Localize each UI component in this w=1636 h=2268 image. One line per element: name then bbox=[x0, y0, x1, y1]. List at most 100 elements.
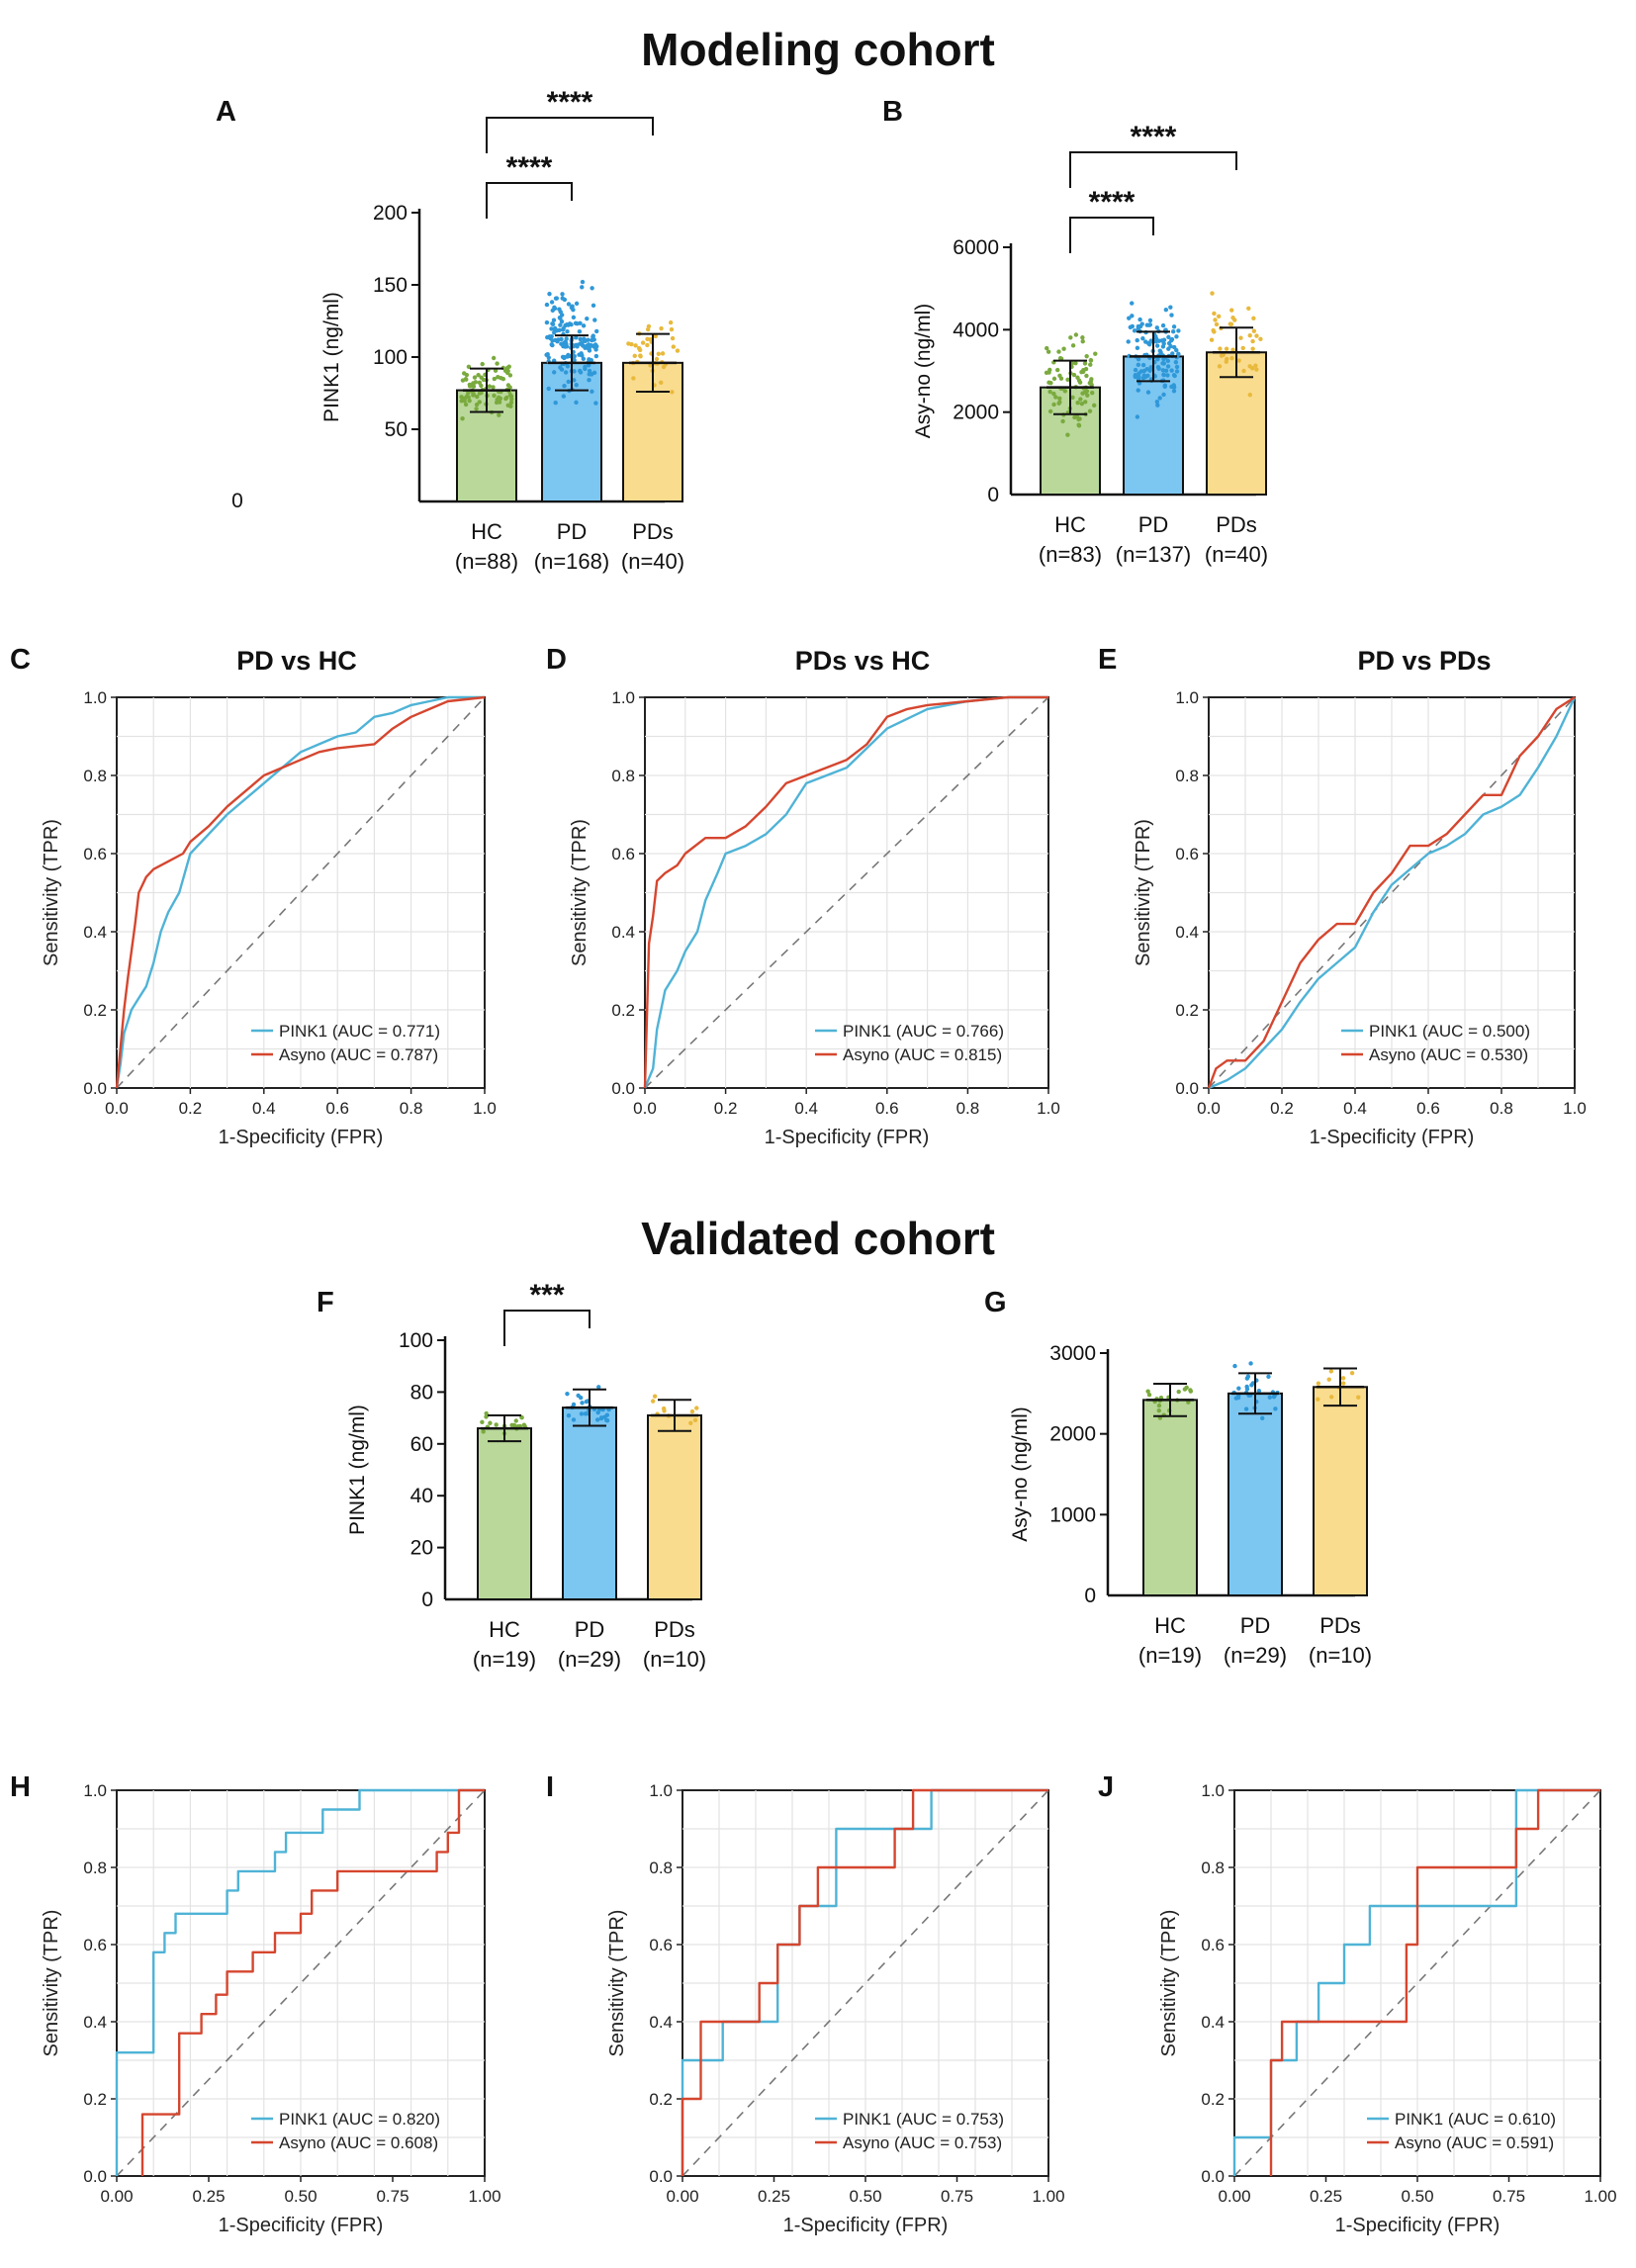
data-point bbox=[1084, 353, 1089, 359]
data-point bbox=[594, 328, 599, 334]
data-point bbox=[1160, 322, 1166, 328]
y-axis-label: Sensitivity (TPR) bbox=[1133, 819, 1154, 966]
data-point bbox=[460, 416, 465, 421]
data-point bbox=[474, 402, 480, 408]
data-point bbox=[1068, 335, 1073, 340]
data-point bbox=[1173, 360, 1179, 365]
data-point bbox=[669, 326, 675, 332]
data-point bbox=[479, 375, 484, 380]
data-point bbox=[480, 361, 485, 367]
panel-d: D PDs vs HC 0.0 0.2 0.4 0.6 0.8 1.0 0.0 0.2 0.4 0.6… bbox=[546, 644, 1060, 1148]
legend-entry: Asyno (AUC = 0.530) bbox=[1369, 1045, 1528, 1064]
chance-diagonal bbox=[1208, 696, 1576, 1089]
data-point bbox=[494, 1422, 499, 1427]
data-point bbox=[484, 1410, 489, 1416]
panel-label: G bbox=[984, 1287, 1007, 1318]
data-point bbox=[1169, 368, 1174, 373]
x-tick-label: 1.0 bbox=[1037, 1099, 1060, 1118]
data-point bbox=[596, 1385, 601, 1390]
chart-title: PD vs HC bbox=[236, 646, 357, 676]
category-label: PD bbox=[575, 1617, 605, 1642]
data-point bbox=[1250, 346, 1255, 351]
category-label: PD bbox=[557, 519, 588, 544]
data-point bbox=[546, 355, 551, 360]
panel-j: J 0.00 0.25 0.50 0.75 1.00 0.0 0.2 0.4 0.6 0.8 1.0 1… bbox=[1098, 1771, 1617, 2236]
data-point bbox=[508, 404, 513, 408]
y-tick-label: 1.0 bbox=[649, 1781, 673, 1800]
panel-f: F 100 80 60 40 20 0 PINK1 (ng/ml) HC (n=19) PD (n=2… bbox=[317, 1279, 706, 1672]
y-axis-label: Sensitivity (TPR) bbox=[41, 1910, 62, 2057]
data-point bbox=[509, 1422, 514, 1428]
y-tick-label: 0.8 bbox=[611, 767, 635, 785]
data-point bbox=[574, 301, 580, 307]
panel-label: A bbox=[216, 96, 236, 128]
data-point bbox=[463, 402, 469, 408]
data-point bbox=[1070, 395, 1075, 401]
data-point bbox=[646, 323, 652, 329]
legend-entry: PINK1 (AUC = 0.500) bbox=[1369, 1022, 1530, 1041]
data-point bbox=[1058, 376, 1064, 381]
data-point bbox=[1169, 313, 1174, 318]
data-point bbox=[1243, 1406, 1249, 1411]
data-point bbox=[1163, 368, 1169, 373]
data-point bbox=[1171, 373, 1177, 378]
roc-curve-pink1 bbox=[115, 1788, 485, 2176]
data-point bbox=[1047, 408, 1053, 414]
data-point bbox=[1165, 373, 1170, 378]
bar-hc bbox=[477, 1427, 532, 1600]
y-tick-label: 3000 bbox=[1049, 1342, 1096, 1365]
data-point bbox=[650, 1399, 656, 1404]
data-point bbox=[692, 1417, 698, 1423]
data-point bbox=[495, 361, 500, 366]
data-point bbox=[579, 1411, 585, 1416]
data-point bbox=[569, 321, 574, 327]
data-point bbox=[1166, 334, 1171, 340]
data-point bbox=[1170, 351, 1175, 356]
significance-bracket bbox=[1069, 217, 1154, 253]
data-point bbox=[1051, 376, 1057, 382]
data-point bbox=[592, 318, 597, 322]
y-tick-label: 0.8 bbox=[83, 767, 107, 785]
roc-curve-pink1 bbox=[115, 695, 485, 1089]
data-point bbox=[1188, 1388, 1193, 1393]
data-point bbox=[1045, 345, 1049, 351]
x-tick-label: 0.00 bbox=[666, 2187, 698, 2206]
data-point bbox=[593, 401, 598, 406]
data-point bbox=[1172, 344, 1177, 350]
data-point bbox=[1210, 291, 1215, 296]
category-n-label: (n=137) bbox=[1116, 542, 1191, 567]
x-tick-label: 0.25 bbox=[1310, 2187, 1342, 2206]
data-point bbox=[1245, 1374, 1251, 1379]
panel-g: G 3000 2000 1000 0 Asy-no (ng/ml) HC (n=19) PD (n… bbox=[984, 1287, 1372, 1668]
category-label: HC bbox=[1054, 512, 1086, 537]
data-point bbox=[562, 355, 567, 361]
data-point bbox=[1160, 368, 1166, 373]
x-tick-label: 0.0 bbox=[105, 1099, 129, 1118]
data-point bbox=[1144, 366, 1149, 372]
data-point bbox=[572, 378, 577, 383]
data-point bbox=[1056, 401, 1061, 406]
data-point bbox=[1062, 389, 1068, 394]
y-tick-label: 0.8 bbox=[1201, 1859, 1225, 1877]
x-tick-label: 0.0 bbox=[1197, 1099, 1221, 1118]
data-point bbox=[1070, 343, 1076, 348]
data-point bbox=[566, 302, 572, 307]
bar-pd bbox=[562, 1406, 617, 1600]
x-axis-label: 1-Specificity (FPR) bbox=[219, 2215, 384, 2236]
data-point bbox=[557, 307, 562, 312]
data-point bbox=[1254, 333, 1259, 338]
roc-curve-asyno bbox=[643, 695, 1048, 1089]
data-point bbox=[492, 376, 497, 382]
data-point bbox=[544, 302, 550, 308]
data-point bbox=[590, 389, 594, 395]
data-point bbox=[1232, 1363, 1237, 1369]
panel-h: H 0.00 0.25 0.50 0.75 1.00 0.0 0.2 0.4 0.6 0.8 1.0 1… bbox=[10, 1771, 501, 2236]
data-point bbox=[1044, 370, 1049, 376]
x-tick-label: 0.25 bbox=[758, 2187, 790, 2206]
data-point bbox=[577, 328, 583, 334]
x-tick-label: 1.0 bbox=[473, 1099, 497, 1118]
y-tick-label: 0 bbox=[1084, 1585, 1096, 1607]
data-point bbox=[488, 1420, 493, 1425]
data-point bbox=[1162, 383, 1168, 388]
data-point bbox=[1145, 1389, 1150, 1394]
